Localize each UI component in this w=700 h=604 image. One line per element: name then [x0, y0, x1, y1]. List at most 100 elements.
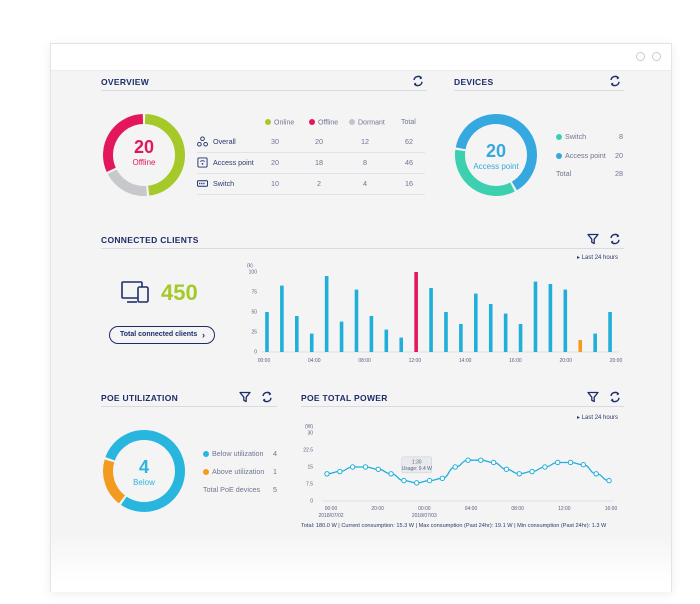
data-point[interactable] [478, 457, 484, 463]
bar[interactable] [369, 316, 374, 352]
x-tick-label: 00:00 [258, 358, 271, 364]
window-titlebar [51, 44, 671, 71]
clients-range-label: Last 24 hours [581, 255, 619, 261]
legend-below-utilization: Below utilization [203, 449, 264, 458]
clients-range-selector[interactable]: ▸ Last 24 hours [577, 255, 619, 261]
data-point[interactable] [452, 464, 458, 470]
table-row-overall[interactable]: Overall 30 20 12 62 [197, 132, 425, 153]
bar[interactable] [399, 337, 404, 352]
data-point[interactable] [542, 464, 548, 470]
data-point[interactable] [593, 471, 599, 477]
clients-refresh-icon[interactable] [608, 232, 622, 246]
data-point[interactable] [337, 468, 343, 475]
bar[interactable] [608, 312, 612, 352]
overview-donut-online-segment [144, 114, 185, 196]
y-tick-label: 0 [310, 499, 313, 505]
total-connected-clients-button[interactable]: Total connected clients › [109, 326, 215, 344]
x-tick-label: 2018/07/02 [318, 513, 343, 519]
bar[interactable] [474, 293, 478, 352]
legend-total-value: 28 [615, 169, 623, 178]
bar[interactable] [593, 333, 597, 352]
bar[interactable] [533, 281, 538, 352]
cell-offline: 18 [315, 158, 323, 167]
bar[interactable] [354, 289, 359, 352]
clients-count: 450 [161, 280, 198, 305]
connected-clients-bar-chart: (k) 0 25 50 75 100 00:00 04:00 08:00 12:00 14:00 16… [247, 263, 622, 364]
bar[interactable] [429, 288, 433, 352]
table-row-access-point[interactable]: Access point 20 18 8 46 [197, 153, 425, 174]
data-point[interactable] [362, 464, 369, 470]
y-tick-label: 30 [307, 431, 313, 437]
data-point[interactable] [580, 462, 587, 468]
tooltip-text: Usage: 9.4 W [402, 466, 433, 472]
poe-power-filter-icon[interactable] [586, 390, 600, 404]
bar[interactable] [518, 324, 523, 352]
bar[interactable] [414, 272, 418, 352]
data-point[interactable] [388, 471, 394, 477]
x-tick-label: 16:00 [509, 358, 522, 364]
data-point[interactable] [349, 464, 356, 470]
bar[interactable] [444, 312, 448, 352]
data-point[interactable] [516, 471, 522, 477]
bar[interactable] [563, 289, 568, 352]
clients-filter-icon[interactable] [586, 232, 600, 246]
switch-icon [197, 180, 208, 187]
bar[interactable] [488, 304, 493, 352]
data-point[interactable] [414, 480, 420, 486]
access-point-icon [197, 157, 208, 168]
x-tick-label: 12:00 [409, 358, 422, 364]
data-point[interactable] [324, 471, 330, 477]
poe-utilization-filter-icon[interactable] [238, 390, 252, 404]
window-close-icon[interactable] [652, 52, 661, 61]
poe-power-range-selector[interactable]: ▸ Last 24 hours [577, 415, 619, 421]
data-point[interactable] [426, 477, 433, 484]
data-point[interactable] [567, 459, 574, 466]
bar[interactable] [309, 333, 314, 352]
bar[interactable] [324, 276, 329, 352]
data-point[interactable] [401, 477, 407, 484]
legend-below-utilization-value: 4 [273, 449, 277, 458]
data-point[interactable] [465, 457, 471, 463]
data-point[interactable] [375, 466, 381, 472]
bar[interactable] [295, 316, 299, 352]
y-tick-label: 0 [254, 350, 257, 356]
table-row-switch[interactable]: Switch 10 2 4 16 [197, 174, 425, 195]
bar[interactable] [459, 324, 463, 352]
x-tick-label: 00:00 [325, 506, 338, 512]
data-point[interactable] [555, 459, 561, 466]
x-tick-label: 08:00 [511, 506, 524, 512]
poe-donut-center: 4 Below [101, 458, 187, 487]
y-axis-unit: (W) [305, 424, 313, 430]
legend-total-poe-devices-value: 5 [273, 485, 277, 494]
row-label: Access point [213, 158, 254, 167]
window-minimize-icon[interactable] [636, 52, 645, 61]
bar[interactable] [265, 312, 269, 352]
row-label: Overall [213, 137, 236, 146]
overview-refresh-icon[interactable] [411, 74, 425, 88]
bar[interactable] [548, 284, 553, 352]
devices-ap-label: Access point [473, 162, 519, 171]
data-point[interactable] [490, 459, 497, 466]
data-point[interactable] [606, 477, 612, 484]
bar[interactable] [578, 340, 583, 352]
bar[interactable] [503, 313, 508, 352]
tooltip-title: 1:30 [412, 459, 422, 465]
x-tick-label: 04:00 [308, 358, 321, 364]
poe-utilization-refresh-icon[interactable] [260, 390, 274, 404]
bar[interactable] [384, 329, 389, 352]
x-tick-label: 20:00 [371, 506, 384, 512]
poe-power-refresh-icon[interactable] [608, 390, 622, 404]
devices-donut-center: 20 Access point [453, 142, 539, 171]
cell-online: 20 [271, 158, 279, 167]
bar[interactable] [339, 321, 344, 352]
legend-access-point-value: 20 [615, 151, 623, 160]
devices-divider [454, 90, 624, 91]
devices-refresh-icon[interactable] [608, 74, 622, 88]
poe-power-summary: Total: 180.0 W | Current consumption: 15… [301, 523, 607, 529]
bar[interactable] [280, 285, 284, 352]
cell-offline: 20 [315, 137, 323, 146]
data-point[interactable] [503, 466, 510, 472]
column-online: Online [265, 119, 294, 127]
data-point[interactable] [439, 475, 446, 482]
data-point[interactable] [529, 468, 535, 475]
